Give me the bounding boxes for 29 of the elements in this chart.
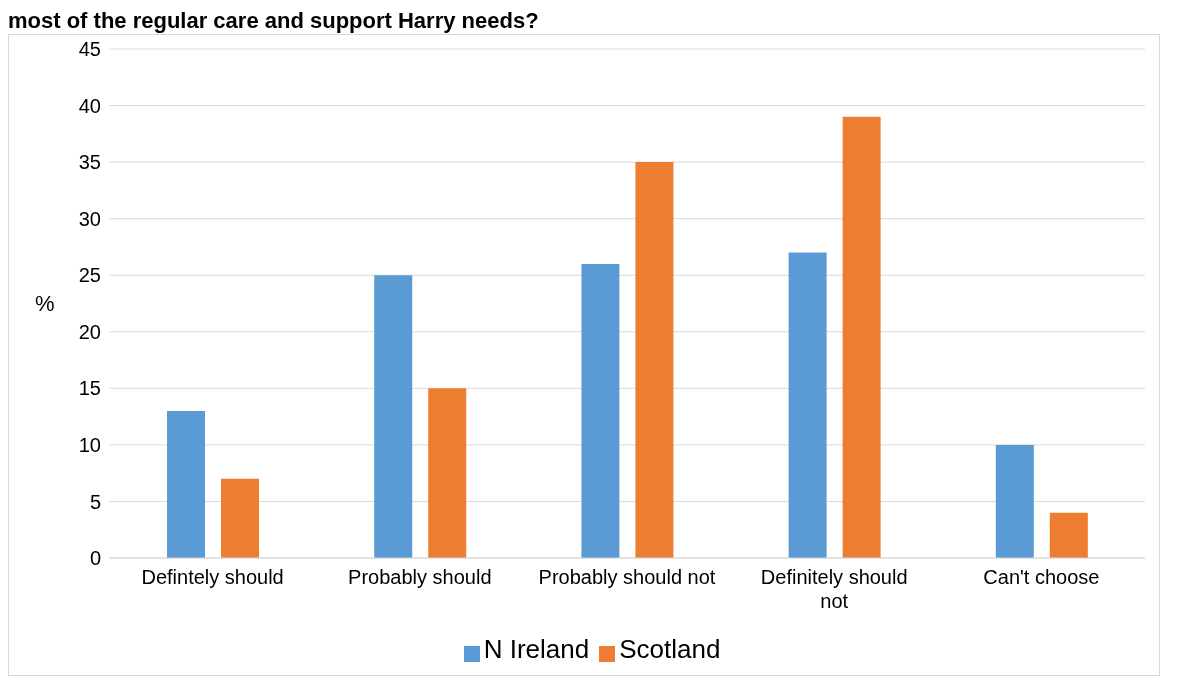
bar [167,410,206,558]
y-tick-label: 20 [78,320,101,343]
y-tick-label: 0 [89,547,101,570]
y-tick-label: 40 [78,94,101,117]
bar [635,162,674,558]
bar [842,116,881,558]
y-tick-label: 30 [78,207,101,230]
legend-label: Scotland [619,634,721,664]
bar [995,444,1034,558]
x-tick-label: Probably should not [538,566,716,588]
x-tick-label: Definitely should not [760,566,908,612]
bar [788,252,827,558]
x-tick-label: Can't choose [983,566,1100,588]
legend-label: N Ireland [483,634,590,664]
y-tick-label: 5 [89,490,101,513]
bar [221,478,260,558]
y-tick-label: 45 [78,38,101,61]
x-tick-label: Defintely should [141,566,284,588]
chart-title: most of the regular care and support Harry needs? [8,8,540,34]
y-tick-label: 25 [78,264,101,287]
bar [1049,512,1088,558]
x-tick-label: Probably should [348,566,492,588]
bar [428,388,467,558]
y-tick-label: 15 [78,377,101,400]
y-tick-label: 10 [78,433,101,456]
y-tick-label: 35 [78,151,101,174]
bar [581,263,620,558]
bar [374,275,413,558]
y-axis-title: % [35,291,55,317]
